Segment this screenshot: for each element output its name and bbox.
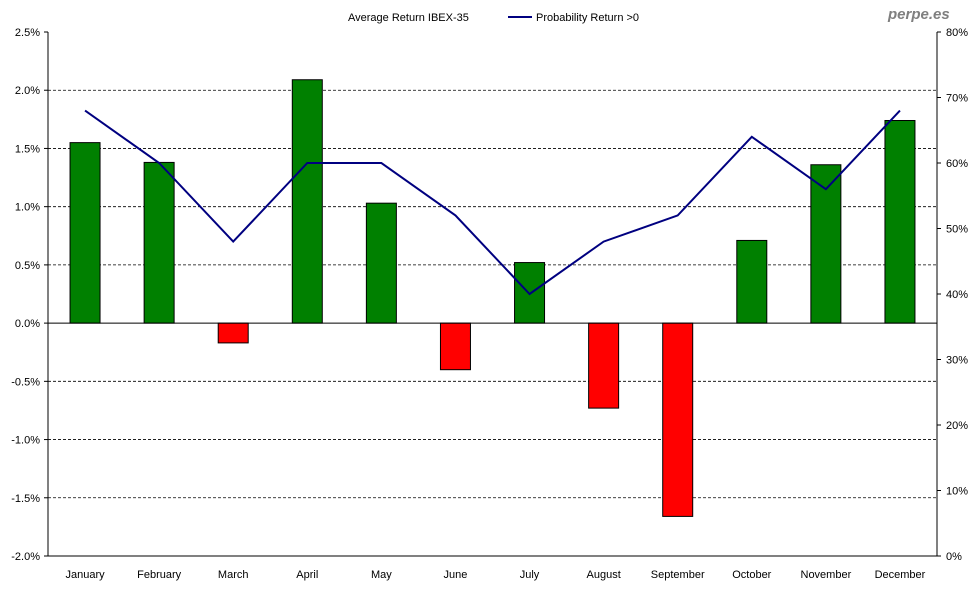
right-tick-label: 50%: [946, 224, 968, 236]
right-tick-label: 10%: [946, 486, 968, 498]
x-tick-label: September: [651, 569, 705, 581]
bar-december: [885, 120, 915, 323]
x-tick-label: April: [296, 569, 318, 581]
bar-january: [70, 143, 100, 323]
bar-april: [292, 80, 322, 323]
right-tick-label: 70%: [946, 93, 968, 105]
legend-label-line: Probability Return >0: [536, 12, 639, 24]
bar-june: [440, 323, 470, 370]
bar-october: [737, 240, 767, 323]
left-tick-label: 1.5%: [15, 143, 40, 155]
x-tick-label: January: [65, 569, 105, 581]
left-tick-label: -2.0%: [11, 551, 40, 563]
x-tick-label: December: [875, 569, 926, 581]
left-tick-label: -0.5%: [11, 376, 40, 388]
x-tick-label: May: [371, 569, 392, 581]
probability-line: [85, 111, 900, 295]
x-tick-label: October: [732, 569, 771, 581]
x-tick-label: February: [137, 569, 182, 581]
x-tick-label: November: [801, 569, 852, 581]
right-tick-label: 60%: [946, 158, 968, 170]
bar-may: [366, 203, 396, 323]
x-tick-label: July: [520, 569, 540, 581]
left-tick-label: 2.5%: [15, 27, 40, 39]
right-tick-label: 80%: [946, 27, 968, 39]
left-tick-label: -1.0%: [11, 435, 40, 447]
legend-label-bar: Average Return IBEX-35: [348, 12, 469, 24]
bar-september: [663, 323, 693, 516]
legend: Average Return IBEX-35 Probability Retur…: [348, 12, 639, 24]
right-tick-label: 40%: [946, 289, 968, 301]
gridlines: [48, 90, 937, 498]
x-tick-label: March: [218, 569, 249, 581]
left-tick-label: 0.5%: [15, 260, 40, 272]
right-tick-label: 0%: [946, 551, 962, 563]
left-tick-label: 2.0%: [15, 85, 40, 97]
x-tick-label: June: [444, 569, 468, 581]
probability-polyline: [85, 111, 900, 294]
left-tick-label: 1.0%: [15, 202, 40, 214]
right-tick-label: 20%: [946, 420, 968, 432]
watermark: perpe.es: [887, 6, 950, 23]
x-tick-label: August: [587, 569, 621, 581]
bars: [70, 80, 915, 517]
bar-august: [589, 323, 619, 408]
left-tick-label: -1.5%: [11, 493, 40, 505]
right-tick-label: 30%: [946, 355, 968, 367]
bar-march: [218, 323, 248, 343]
left-tick-label: 0.0%: [15, 318, 40, 330]
bar-february: [144, 162, 174, 323]
